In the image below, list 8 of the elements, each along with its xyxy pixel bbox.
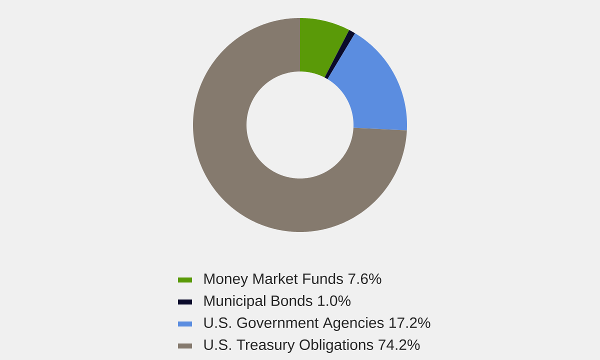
data-label: 7.6% (348, 273, 382, 284)
data-label: 74.2% (378, 339, 420, 350)
legend-label: U.S. Government Agencies (204, 317, 384, 331)
legend-label: U.S. Treasury Obligations (204, 339, 374, 353)
data-label: 17.2% (390, 317, 430, 328)
legend-label: Money Market Funds (204, 273, 343, 287)
legend-label: Municipal Bonds (204, 295, 312, 309)
data-label: 1.0% (318, 295, 351, 306)
